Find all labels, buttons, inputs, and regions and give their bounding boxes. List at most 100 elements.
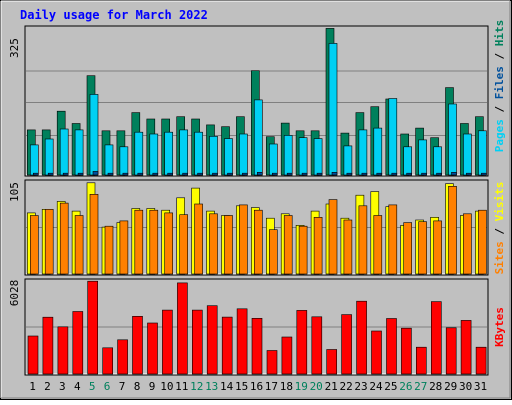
label-separator: / — [493, 99, 506, 119]
sites-bar — [74, 215, 84, 275]
series-name-pages: Pages — [493, 119, 506, 152]
pages-bar — [301, 172, 308, 176]
sites-bar — [29, 215, 39, 275]
pages-bar — [346, 172, 353, 176]
files-bar — [403, 146, 413, 176]
right-axis-labels: Pages / Files / Hits Sites / Visits KBytes — [493, 20, 506, 347]
day-label: 12 — [190, 380, 203, 393]
sites-bar — [164, 212, 173, 275]
pages-bar — [182, 172, 188, 176]
day-label: 22 — [339, 380, 352, 393]
kbytes-bar — [430, 301, 442, 375]
pages-bar — [331, 172, 338, 176]
kbytes-bar — [87, 280, 98, 375]
pages-bar — [152, 172, 159, 176]
day-label: 31 — [474, 380, 487, 393]
kbytes-bar — [42, 316, 54, 375]
pages-bar — [436, 172, 442, 176]
pages-bar — [481, 172, 487, 176]
kbytes-bar — [27, 335, 39, 375]
kbytes-bar — [236, 308, 248, 375]
sites-bar — [418, 221, 427, 275]
sites-bar — [358, 205, 368, 275]
day-label: 24 — [369, 380, 383, 393]
pages-bar — [122, 172, 129, 176]
day-labels: 1 2 3 4 5 6 7 8 9 10 11 12 13 14 15 16 17 18 19 20 21 22 23 24 2… — [29, 380, 487, 393]
kbytes-bar — [281, 336, 293, 375]
kbytes-bar — [177, 282, 188, 375]
sites-bar — [149, 209, 159, 275]
pages-bar — [167, 172, 173, 176]
day-label: 27 — [414, 380, 427, 393]
kbytes-bar — [460, 320, 472, 375]
day-label: 4 — [74, 380, 81, 393]
pages-bar — [107, 172, 114, 176]
files-bar — [478, 130, 487, 176]
kbytes-bar — [445, 327, 457, 375]
files-bar — [149, 133, 159, 176]
day-label: 9 — [149, 380, 156, 393]
label-separator: / — [493, 46, 506, 66]
files-bar — [134, 131, 144, 176]
chart-title: Daily usage for March 2022 — [20, 8, 208, 22]
series-name-visits: Visits — [493, 182, 506, 222]
kbytes-bar — [57, 326, 69, 375]
kbytes-bar — [386, 318, 397, 375]
files-bar — [313, 138, 323, 176]
files-bar — [328, 43, 338, 176]
kbytes-bar — [102, 347, 113, 375]
files-bar — [268, 143, 278, 176]
sites-bar — [283, 215, 293, 275]
kbytes-bar — [371, 330, 382, 375]
day-label: 29 — [444, 380, 457, 393]
files-bar — [209, 136, 218, 176]
sites-bar — [373, 215, 383, 275]
sites-bar — [343, 219, 353, 275]
files-bar — [179, 129, 188, 176]
sites-bar — [119, 220, 129, 275]
day-label: 18 — [280, 380, 293, 393]
files-bar — [283, 135, 293, 176]
kbytes-bar — [206, 305, 218, 375]
pages-bar — [62, 172, 69, 176]
day-label: 23 — [354, 380, 367, 393]
sites-bar — [134, 209, 144, 275]
top-scale-label: 325 — [8, 38, 21, 58]
files-bar — [89, 94, 99, 176]
pages-bar — [316, 172, 323, 176]
sites-bar — [254, 209, 263, 275]
pages-bar — [466, 172, 472, 176]
sites-bar — [44, 209, 54, 275]
day-label: 1 — [29, 380, 36, 393]
pages-bar — [271, 172, 278, 176]
visits-sites-panel — [24, 179, 489, 276]
bot-series-label: KBytes — [493, 307, 506, 347]
sites-bar — [313, 217, 323, 275]
day-label: 10 — [160, 380, 173, 393]
pages-bar — [47, 172, 54, 176]
sites-bar — [388, 204, 398, 275]
pages-bar — [286, 172, 293, 176]
kbytes-panel — [24, 278, 489, 376]
sites-bar — [239, 204, 248, 275]
kbytes-bar — [415, 346, 427, 375]
sites-bar — [433, 220, 442, 275]
day-label: 13 — [205, 380, 218, 393]
files-bar — [44, 138, 54, 176]
pages-bar — [406, 172, 413, 176]
kbytes-bar — [401, 327, 412, 375]
kbytes-bar — [117, 339, 128, 375]
day-label: 14 — [220, 380, 234, 393]
day-label: 6 — [104, 380, 111, 393]
sites-bar — [194, 203, 203, 275]
series-name-hits: Hits — [493, 20, 506, 47]
pages-bar — [361, 172, 368, 176]
files-bar — [433, 146, 442, 176]
sites-bar — [403, 222, 413, 275]
sites-bar — [224, 215, 233, 275]
sites-bar — [478, 209, 487, 275]
top-series-label: Pages / Files / Hits — [493, 20, 506, 153]
files-bar — [448, 103, 457, 176]
day-label: 15 — [235, 380, 248, 393]
